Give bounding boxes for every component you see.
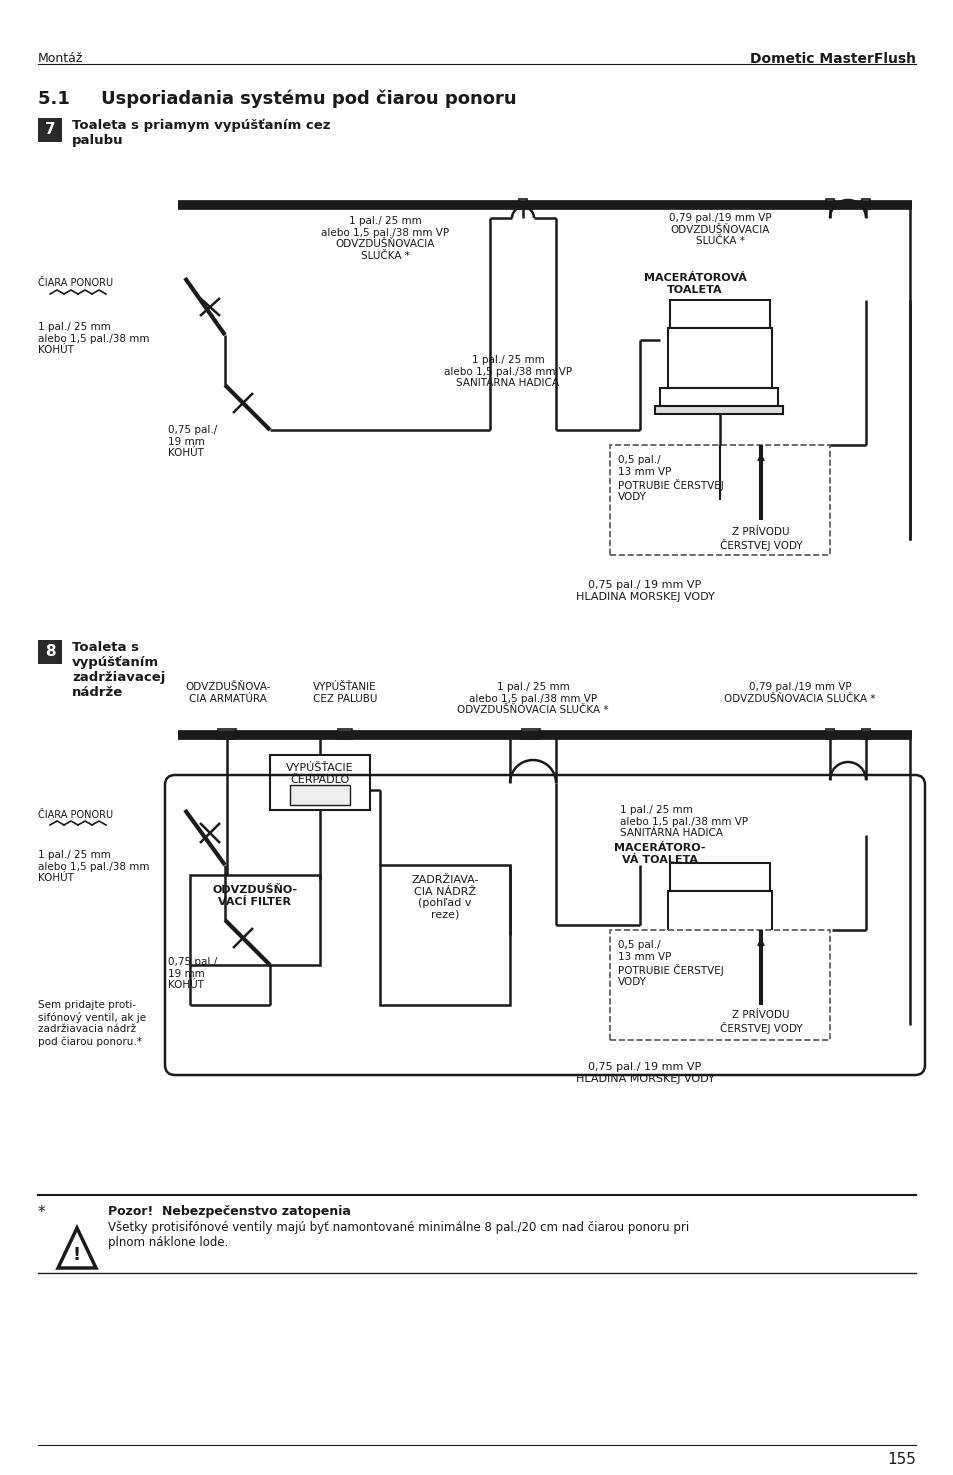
Bar <box>290 785 350 805</box>
Text: ZADRŽIAVA-
CIA NÁDRŽ
(pohľad v
reze): ZADRŽIAVA- CIA NÁDRŽ (pohľad v reze) <box>411 875 478 920</box>
Text: 1 pal./ 25 mm
alebo 1,5 pal./38 mm VP
SANITÁRNA HADICA: 1 pal./ 25 mm alebo 1,5 pal./38 mm VP SA… <box>619 805 747 838</box>
Bar <box>218 729 235 739</box>
Text: 1 pal./ 25 mm
alebo 1,5 pal./38 mm VP
ODVZDUŠŇOVACIA
SLUČKA *: 1 pal./ 25 mm alebo 1,5 pal./38 mm VP OD… <box>320 215 449 261</box>
Bar <box>190 875 319 965</box>
Bar <box>609 931 829 1040</box>
Text: 1 pal./ 25 mm
alebo 1,5 pal./38 mm
KOHÚT: 1 pal./ 25 mm alebo 1,5 pal./38 mm KOHÚT <box>38 850 150 884</box>
Text: Z PRÍVODU
ČERSTVEJ VODY: Z PRÍVODU ČERSTVEJ VODY <box>719 527 801 552</box>
Bar <box>337 729 352 739</box>
Bar <box>669 863 769 891</box>
Text: 8: 8 <box>45 645 55 659</box>
Bar <box>659 945 778 965</box>
Bar <box>862 199 869 209</box>
Text: Všetky protisifónové ventily majú byť namontované minimálne 8 pal./20 cm nad čia: Všetky protisifónové ventily majú byť na… <box>108 1221 688 1249</box>
Text: 1 pal./ 25 mm
alebo 1,5 pal./38 mm VP
SANITÁRNA HADICA: 1 pal./ 25 mm alebo 1,5 pal./38 mm VP SA… <box>443 355 572 388</box>
Text: Z PRÍVODU
ČERSTVEJ VODY: Z PRÍVODU ČERSTVEJ VODY <box>719 1010 801 1034</box>
Text: !: ! <box>72 1246 81 1264</box>
Text: VYPÚŠŤANIE
CEZ PALUBU: VYPÚŠŤANIE CEZ PALUBU <box>313 681 376 704</box>
Bar <box>667 891 771 945</box>
Text: 1 pal./ 25 mm
alebo 1,5 pal./38 mm VP
ODVZDUŠŇOVACIA SLUČKA *: 1 pal./ 25 mm alebo 1,5 pal./38 mm VP OD… <box>456 681 608 715</box>
Bar <box>655 406 782 414</box>
Bar <box>825 199 833 209</box>
Text: 1 pal./ 25 mm
alebo 1,5 pal./38 mm
KOHÚT: 1 pal./ 25 mm alebo 1,5 pal./38 mm KOHÚT <box>38 322 150 355</box>
Text: MACERÁTORO-
VÁ TOALETA: MACERÁTORO- VÁ TOALETA <box>614 844 705 864</box>
Text: MACERÁTOROVÁ
TOALETA: MACERÁTOROVÁ TOALETA <box>643 273 745 295</box>
Polygon shape <box>58 1229 96 1268</box>
Bar <box>379 864 510 1004</box>
Text: ODVZDUŠŇOVA-
CIA ARMATÚRA: ODVZDUŠŇOVA- CIA ARMATÚRA <box>185 681 271 704</box>
Text: Sem pridajte proti-
sifónový ventil, ak je
zadržiavacia nádrž
pod čiarou ponoru.: Sem pridajte proti- sifónový ventil, ak … <box>38 1000 146 1047</box>
Text: Dometic MasterFlush: Dometic MasterFlush <box>749 52 915 66</box>
Text: ODVZDUŠŇO-
VACÍ FILTER: ODVZDUŠŇO- VACÍ FILTER <box>213 885 297 907</box>
Text: 7: 7 <box>45 122 55 137</box>
Text: 0,5 pal./
13 mm VP
POTRUBIE ČERSTVEJ
VODY: 0,5 pal./ 13 mm VP POTRUBIE ČERSTVEJ VOD… <box>618 454 723 502</box>
Bar <box>825 729 833 739</box>
Bar <box>659 388 778 406</box>
Text: Toaleta s
vypúšťaním
zadržiavacej
nádrže: Toaleta s vypúšťaním zadržiavacej nádrže <box>71 642 165 699</box>
Text: 0,79 pal./19 mm VP
ODVZDUŠŇOVACIA SLUČKA *: 0,79 pal./19 mm VP ODVZDUŠŇOVACIA SLUČKA… <box>723 681 875 704</box>
Text: 0,5 pal./
13 mm VP
POTRUBIE ČERSTVEJ
VODY: 0,5 pal./ 13 mm VP POTRUBIE ČERSTVEJ VOD… <box>618 940 723 987</box>
Bar <box>667 327 771 388</box>
Text: ČIARA PONORU: ČIARA PONORU <box>38 277 113 288</box>
Text: Montáž: Montáž <box>38 52 83 65</box>
Text: Pozor!  Nebezpečenstvo zatopenia: Pozor! Nebezpečenstvo zatopenia <box>108 1205 351 1218</box>
Bar <box>38 118 62 142</box>
Text: *: * <box>38 1205 46 1220</box>
Bar <box>609 445 829 555</box>
Text: 0,75 pal./ 19 mm VP
HLADINA MORSKEJ VODY: 0,75 pal./ 19 mm VP HLADINA MORSKEJ VODY <box>575 1062 714 1084</box>
Text: 5.1     Usporiadania systému pod čiarou ponoru: 5.1 Usporiadania systému pod čiarou pono… <box>38 90 517 109</box>
Text: ČIARA PONORU: ČIARA PONORU <box>38 810 113 820</box>
Text: 155: 155 <box>886 1451 915 1468</box>
Text: Toaleta s priamym vypúšťaním cez
palubu: Toaleta s priamym vypúšťaním cez palubu <box>71 119 330 148</box>
Text: 0,79 pal./19 mm VP
ODVZDUŠŇOVACIA
SLUČKA *: 0,79 pal./19 mm VP ODVZDUŠŇOVACIA SLUČKA… <box>668 212 771 246</box>
Bar <box>669 299 769 327</box>
Bar <box>521 729 539 739</box>
Bar <box>862 729 869 739</box>
Bar <box>270 755 370 810</box>
Bar <box>518 199 526 209</box>
Text: 0,75 pal./
19 mm
KOHÚT: 0,75 pal./ 19 mm KOHÚT <box>168 957 217 990</box>
Text: 0,75 pal./ 19 mm VP
HLADINA MORSKEJ VODY: 0,75 pal./ 19 mm VP HLADINA MORSKEJ VODY <box>575 580 714 602</box>
Text: 0,75 pal./
19 mm
KOHÚT: 0,75 pal./ 19 mm KOHÚT <box>168 425 217 459</box>
Text: VYPÚŠŤACIE
ČERPADLO: VYPÚŠŤACIE ČERPADLO <box>286 763 354 785</box>
Bar <box>655 965 782 972</box>
Bar <box>38 640 62 664</box>
